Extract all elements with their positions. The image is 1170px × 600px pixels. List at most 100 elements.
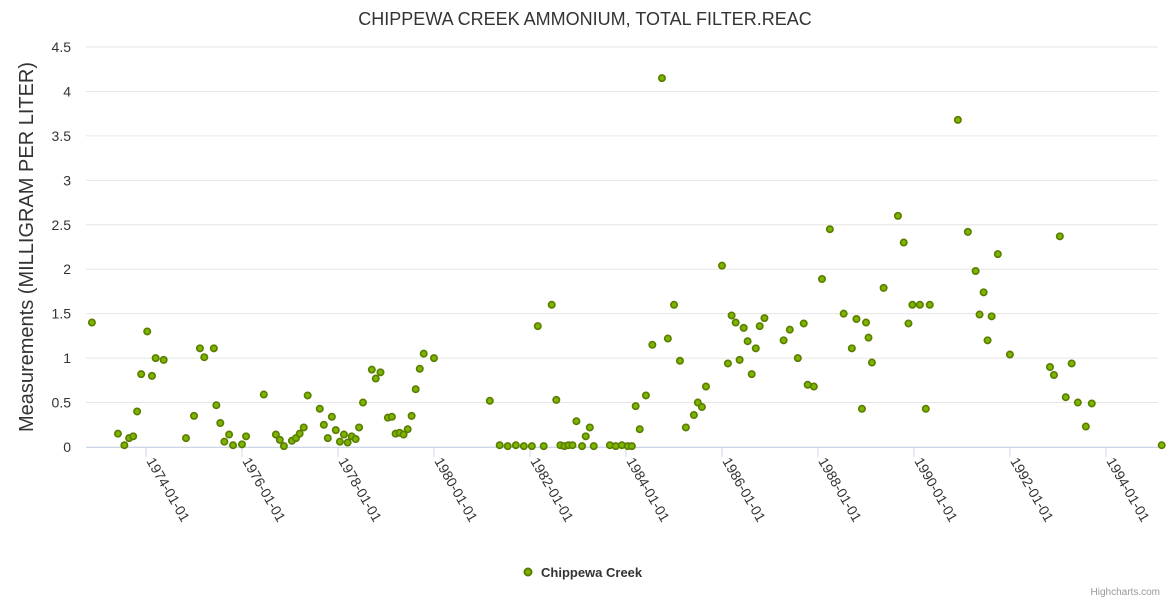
- data-point[interactable]: [953, 115, 962, 124]
- data-point[interactable]: [670, 300, 679, 309]
- data-point[interactable]: [485, 396, 494, 405]
- data-point[interactable]: [129, 432, 138, 441]
- data-point[interactable]: [723, 359, 732, 368]
- data-point[interactable]: [1055, 232, 1064, 241]
- data-point[interactable]: [864, 333, 873, 342]
- data-point[interactable]: [419, 349, 428, 358]
- data-point[interactable]: [727, 311, 736, 320]
- data-point[interactable]: [893, 211, 902, 220]
- data-point[interactable]: [847, 344, 856, 353]
- data-point[interactable]: [589, 442, 598, 451]
- data-point[interactable]: [429, 354, 438, 363]
- data-point[interactable]: [1087, 399, 1096, 408]
- data-point[interactable]: [983, 336, 992, 345]
- data-point[interactable]: [216, 418, 225, 427]
- data-point[interactable]: [407, 411, 416, 420]
- data-point[interactable]: [371, 374, 380, 383]
- data-point[interactable]: [295, 429, 304, 438]
- data-point[interactable]: [785, 325, 794, 334]
- data-point[interactable]: [1045, 362, 1054, 371]
- data-point[interactable]: [747, 370, 756, 379]
- data-point[interactable]: [1073, 398, 1082, 407]
- data-point[interactable]: [899, 238, 908, 247]
- data-point[interactable]: [315, 404, 324, 413]
- data-point[interactable]: [355, 423, 364, 432]
- data-point[interactable]: [271, 430, 280, 439]
- data-point[interactable]: [495, 441, 504, 450]
- data-point[interactable]: [533, 322, 542, 331]
- data-point[interactable]: [1157, 441, 1166, 450]
- data-point[interactable]: [987, 312, 996, 321]
- data-point[interactable]: [799, 319, 808, 328]
- data-point[interactable]: [611, 442, 620, 451]
- data-point[interactable]: [779, 336, 788, 345]
- data-point[interactable]: [701, 382, 710, 391]
- data-point[interactable]: [635, 425, 644, 434]
- data-point[interactable]: [209, 344, 218, 353]
- data-point[interactable]: [539, 442, 548, 451]
- data-point[interactable]: [547, 300, 556, 309]
- data-point[interactable]: [979, 288, 988, 297]
- data-point[interactable]: [403, 425, 412, 434]
- data-point[interactable]: [631, 402, 640, 411]
- data-point[interactable]: [739, 323, 748, 332]
- data-point[interactable]: [242, 432, 251, 441]
- data-point[interactable]: [331, 426, 340, 435]
- data-point[interactable]: [717, 261, 726, 270]
- data-point[interactable]: [190, 411, 199, 420]
- data-point[interactable]: [825, 225, 834, 234]
- data-point[interactable]: [87, 318, 96, 327]
- data-point[interactable]: [867, 358, 876, 367]
- data-point[interactable]: [237, 440, 246, 449]
- data-point[interactable]: [212, 401, 221, 410]
- data-point[interactable]: [399, 430, 408, 439]
- data-point[interactable]: [113, 429, 122, 438]
- data-point[interactable]: [335, 437, 344, 446]
- data-point[interactable]: [387, 412, 396, 421]
- data-point[interactable]: [568, 441, 577, 450]
- data-point[interactable]: [963, 227, 972, 236]
- data-point[interactable]: [143, 327, 152, 336]
- data-point[interactable]: [1049, 370, 1058, 379]
- data-point[interactable]: [519, 442, 528, 451]
- data-point[interactable]: [751, 344, 760, 353]
- data-point[interactable]: [971, 266, 980, 275]
- data-point[interactable]: [200, 353, 209, 362]
- data-point[interactable]: [137, 370, 146, 379]
- data-point[interactable]: [581, 432, 590, 441]
- data-point[interactable]: [359, 398, 368, 407]
- data-point[interactable]: [921, 404, 930, 413]
- data-point[interactable]: [572, 417, 581, 426]
- data-point[interactable]: [857, 404, 866, 413]
- data-point[interactable]: [675, 356, 684, 365]
- data-point[interactable]: [527, 442, 536, 451]
- data-point[interactable]: [657, 74, 666, 83]
- data-point[interactable]: [1067, 359, 1076, 368]
- data-point[interactable]: [904, 319, 913, 328]
- data-point[interactable]: [585, 423, 594, 432]
- data-point[interactable]: [735, 355, 744, 364]
- data-point[interactable]: [376, 368, 385, 377]
- data-point[interactable]: [975, 310, 984, 319]
- data-point[interactable]: [1005, 350, 1014, 359]
- data-point[interactable]: [627, 442, 636, 451]
- data-point[interactable]: [915, 300, 924, 309]
- data-point[interactable]: [339, 430, 348, 439]
- data-point[interactable]: [327, 412, 336, 421]
- data-point[interactable]: [681, 423, 690, 432]
- data-point[interactable]: [195, 344, 204, 353]
- data-point[interactable]: [351, 434, 360, 443]
- data-point[interactable]: [552, 395, 561, 404]
- data-point[interactable]: [323, 434, 332, 443]
- data-point[interactable]: [862, 318, 871, 327]
- data-point[interactable]: [319, 420, 328, 429]
- data-point[interactable]: [343, 438, 352, 447]
- data-point[interactable]: [648, 340, 657, 349]
- data-point[interactable]: [229, 441, 238, 450]
- data-point[interactable]: [908, 300, 917, 309]
- data-point[interactable]: [852, 314, 861, 323]
- data-point[interactable]: [303, 391, 312, 400]
- data-point[interactable]: [925, 300, 934, 309]
- data-point[interactable]: [159, 355, 168, 364]
- data-point[interactable]: [663, 334, 672, 343]
